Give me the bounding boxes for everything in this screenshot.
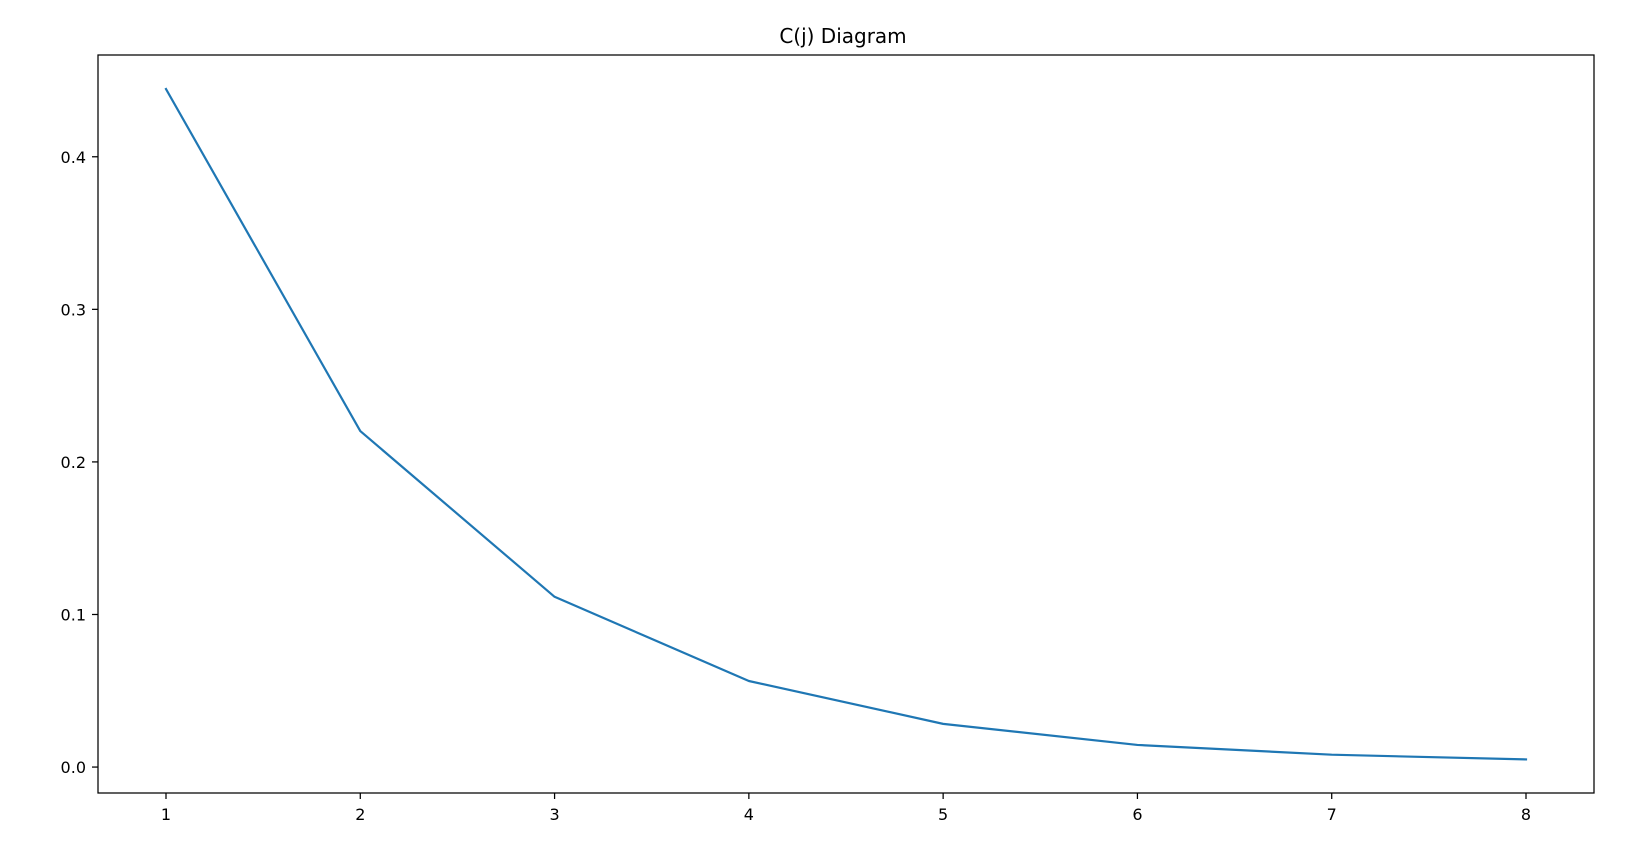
series-line-0 bbox=[164, 87, 1528, 761]
x-tick-label: 7 bbox=[1327, 805, 1337, 824]
x-axis: 1 2 3 4 5 6 7 8 bbox=[161, 793, 1531, 824]
x-tick-label: 2 bbox=[355, 805, 365, 824]
x-tick-label: 8 bbox=[1521, 805, 1531, 824]
plot-area bbox=[97, 54, 1595, 794]
y-tick-label: 0.4 bbox=[61, 148, 86, 167]
y-tick-label: 0.2 bbox=[61, 453, 86, 472]
y-tick-label: 0.3 bbox=[61, 300, 86, 319]
series-layer bbox=[164, 87, 1528, 761]
axes-frame bbox=[97, 54, 1595, 794]
x-tick-label: 4 bbox=[744, 805, 754, 824]
x-tick-label: 5 bbox=[938, 805, 948, 824]
chart-title: C(j) Diagram bbox=[779, 24, 906, 48]
y-tick-label: 0.0 bbox=[61, 758, 86, 777]
y-axis: 0.0 0.1 0.2 0.3 0.4 bbox=[61, 148, 98, 777]
x-tick-label: 1 bbox=[161, 805, 171, 824]
x-tick-label: 3 bbox=[549, 805, 559, 824]
y-tick-label: 0.1 bbox=[61, 605, 86, 624]
x-tick-label: 6 bbox=[1132, 805, 1142, 824]
